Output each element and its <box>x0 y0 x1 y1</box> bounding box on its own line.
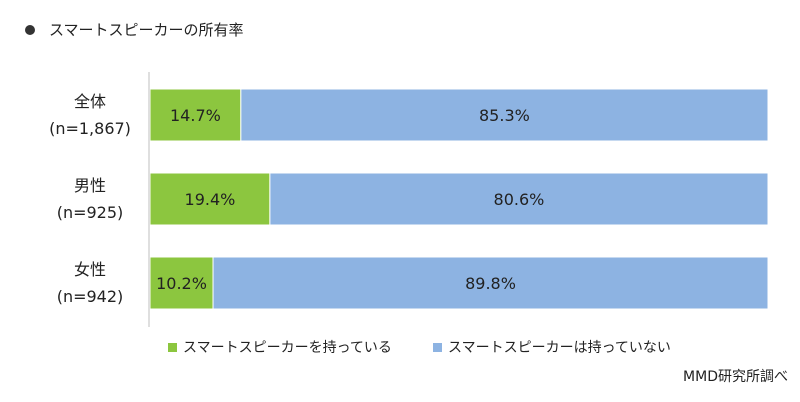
category-label: 全体 <box>74 92 106 111</box>
data-label: 14.7% <box>170 106 221 125</box>
chart-title: スマートスピーカーの所有率 <box>25 20 244 40</box>
bar-segment <box>269 172 769 226</box>
bar-segment <box>149 88 242 142</box>
category-n-label: (n=925) <box>57 203 124 222</box>
data-label: 19.4% <box>185 190 236 209</box>
title-bullet-icon <box>25 25 35 35</box>
bar-segment <box>149 256 214 310</box>
chart-title-text: スマートスピーカーの所有率 <box>49 21 244 39</box>
category-label: 女性 <box>74 260 106 279</box>
category-label: 男性 <box>74 176 106 195</box>
data-label: 10.2% <box>156 274 207 293</box>
legend-label: スマートスピーカーは持っていない <box>448 340 671 356</box>
bar-segment <box>240 88 769 142</box>
source-note: MMD研究所調べ <box>683 369 788 385</box>
data-label: 89.8% <box>465 274 516 293</box>
legend-swatch <box>433 343 442 352</box>
legend-label: スマートスピーカーを持っている <box>183 340 392 356</box>
bar-segment <box>212 256 769 310</box>
category-n-label: (n=1,867) <box>49 119 131 138</box>
bar-segment <box>149 172 271 226</box>
legend-swatch <box>168 343 177 352</box>
data-label: 80.6% <box>494 190 545 209</box>
data-label: 85.3% <box>479 106 530 125</box>
category-n-label: (n=942) <box>57 287 124 306</box>
